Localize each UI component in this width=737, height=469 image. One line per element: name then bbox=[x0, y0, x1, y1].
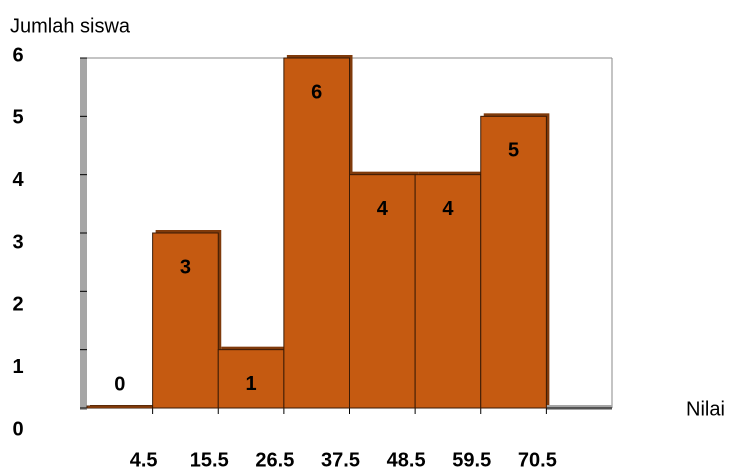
x-tick-label: 4.5 bbox=[130, 449, 158, 469]
wall-shadow bbox=[80, 58, 87, 410]
bar bbox=[414, 174, 482, 409]
y-axis-label: Jumlah siswa bbox=[10, 15, 131, 37]
y-tick-label: 4 bbox=[12, 169, 24, 191]
data-label: 5 bbox=[508, 140, 519, 162]
x-tick-label: 48.5 bbox=[387, 449, 426, 469]
data-label: 0 bbox=[114, 373, 125, 395]
y-tick-label: 6 bbox=[12, 44, 23, 66]
y-tick-label: 5 bbox=[12, 107, 23, 129]
bar bbox=[86, 405, 154, 409]
y-tick-label: 3 bbox=[12, 231, 23, 253]
x-tick-label: 59.5 bbox=[452, 449, 491, 469]
x-tick-label: 15.5 bbox=[190, 449, 229, 469]
bar bbox=[480, 115, 547, 409]
data-label: 4 bbox=[377, 198, 389, 220]
x-tick-label: 70.5 bbox=[518, 449, 557, 469]
data-label: 4 bbox=[442, 198, 454, 220]
data-label: 3 bbox=[180, 256, 191, 278]
y-tick-label: 1 bbox=[12, 356, 23, 378]
y-tick-label: 2 bbox=[12, 294, 23, 316]
y-tick-label: 0 bbox=[12, 418, 23, 440]
x-axis-label: Nilai bbox=[686, 398, 725, 420]
data-label: 6 bbox=[311, 81, 322, 103]
x-tick-label: 26.5 bbox=[255, 449, 294, 469]
bar bbox=[217, 349, 285, 409]
bar bbox=[283, 57, 350, 409]
bar bbox=[152, 232, 219, 409]
x-tick-label: 37.5 bbox=[321, 449, 360, 469]
data-label: 1 bbox=[246, 373, 257, 395]
